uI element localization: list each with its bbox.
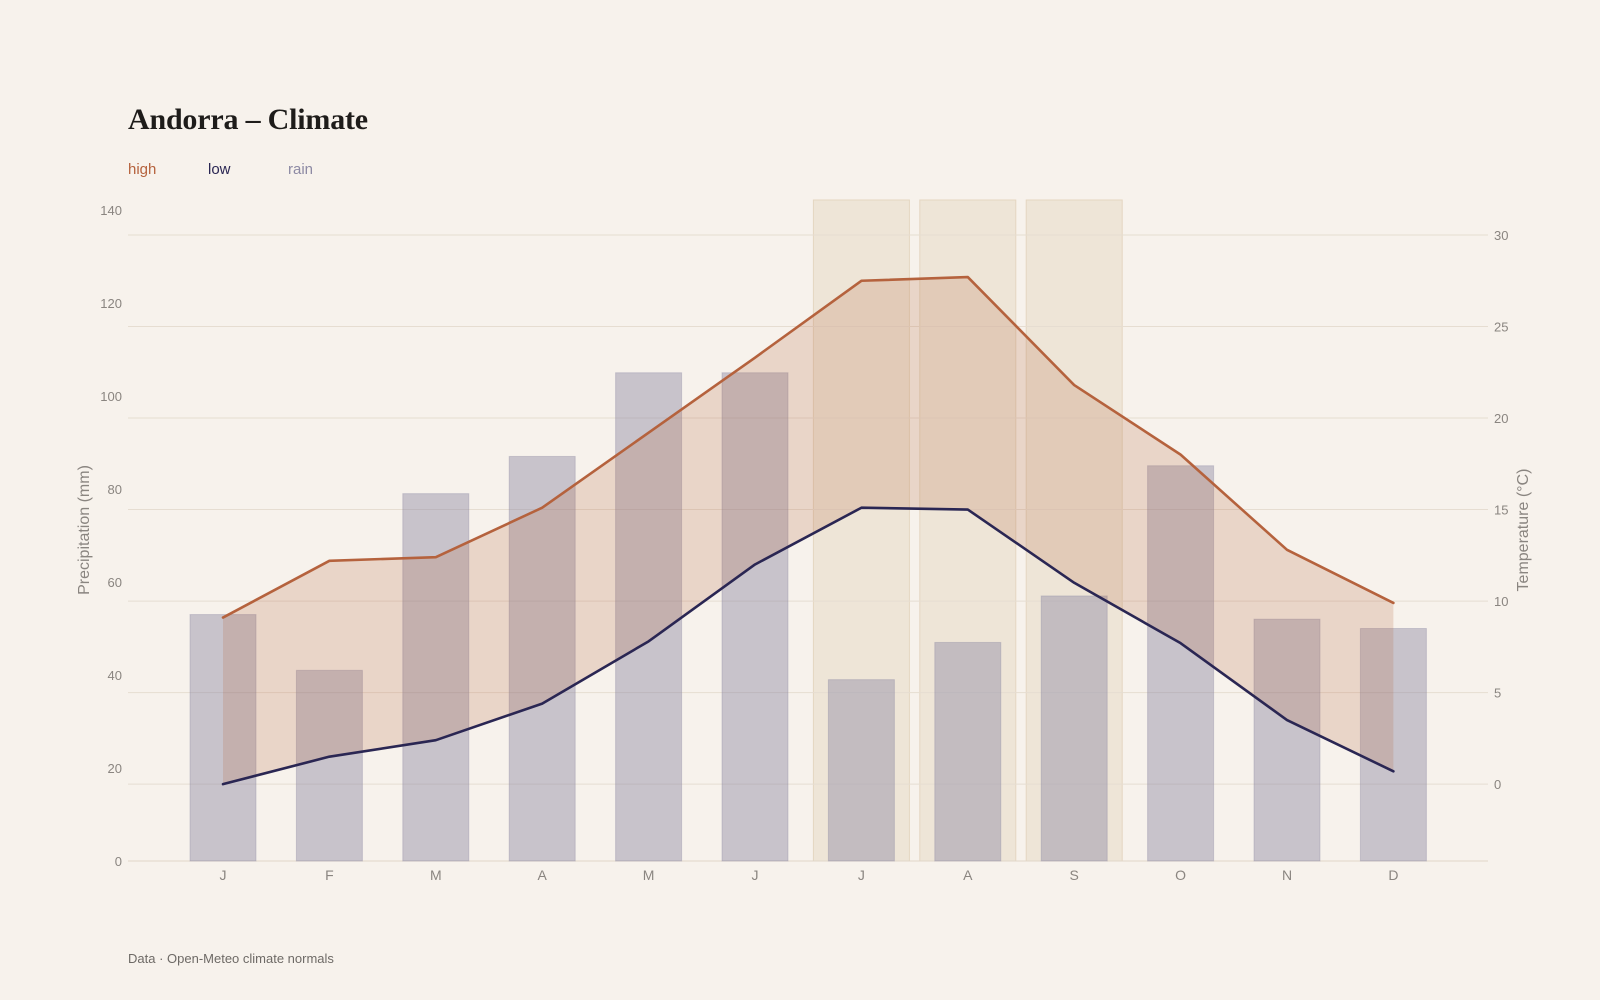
precip-bar-4 bbox=[615, 372, 683, 862]
right-tick-30: 30 bbox=[1494, 228, 1508, 243]
left-tick-100: 100 bbox=[100, 389, 122, 404]
temp-low-line bbox=[221, 506, 1395, 786]
precip-bar-9 bbox=[1147, 465, 1215, 862]
temp-high-line bbox=[221, 275, 1395, 619]
precip-bar-0 bbox=[189, 614, 257, 862]
precip-bar-10 bbox=[1253, 618, 1321, 862]
x-tick-0: J bbox=[220, 867, 227, 883]
legend-item-rain: rain bbox=[288, 161, 314, 178]
highlight-band-6 bbox=[812, 199, 910, 862]
right-axis-title: Temperature (°C) bbox=[1515, 469, 1532, 592]
left-tick-80: 80 bbox=[108, 482, 122, 497]
x-tick-11: D bbox=[1388, 867, 1398, 883]
left-tick-60: 60 bbox=[108, 575, 122, 590]
precipitation-bars bbox=[189, 372, 1427, 862]
x-tick-4: M bbox=[643, 867, 655, 883]
right-tick-25: 25 bbox=[1494, 320, 1508, 335]
left-axis-title: Precipitation (mm) bbox=[76, 465, 93, 595]
precip-bar-3 bbox=[508, 455, 576, 862]
x-tick-6: J bbox=[858, 867, 865, 883]
left-tick-20: 20 bbox=[108, 761, 122, 776]
x-tick-5: J bbox=[752, 867, 759, 883]
precip-bar-8 bbox=[1040, 595, 1108, 862]
x-tick-3: A bbox=[538, 867, 548, 883]
x-tick-9: O bbox=[1175, 867, 1186, 883]
precip-bar-11 bbox=[1359, 628, 1427, 862]
temperature-lines bbox=[221, 275, 1395, 786]
right-tick-0: 0 bbox=[1494, 777, 1501, 792]
summer-highlight-bands bbox=[812, 199, 1123, 862]
highlight-band-8 bbox=[1025, 199, 1123, 862]
x-tick-10: N bbox=[1282, 867, 1292, 883]
x-tick-8: S bbox=[1070, 867, 1079, 883]
grid-lines bbox=[128, 234, 1488, 862]
temp-range-area bbox=[223, 277, 1394, 785]
precip-bar-5 bbox=[721, 372, 789, 862]
right-tick-10: 10 bbox=[1494, 594, 1508, 609]
chart-title: Andorra – Climate bbox=[128, 103, 368, 136]
legend-item-low: low bbox=[208, 161, 231, 178]
precip-bar-6 bbox=[827, 679, 895, 862]
data-source-note: Data · Open-Meteo climate normals bbox=[128, 951, 334, 966]
right-tick-15: 15 bbox=[1494, 503, 1508, 518]
left-tick-0: 0 bbox=[115, 854, 122, 869]
legend-item-high: high bbox=[128, 161, 157, 178]
axes: 0 20 40 60 80 100 120 140 0 5 10 15 20 25 30 J F M A M J J A S O… bbox=[100, 203, 1508, 883]
x-tick-2: M bbox=[430, 867, 442, 883]
right-tick-20: 20 bbox=[1494, 411, 1508, 426]
left-tick-140: 140 bbox=[100, 203, 122, 218]
x-tick-1: F bbox=[325, 867, 334, 883]
right-tick-5: 5 bbox=[1494, 686, 1501, 701]
precip-bar-2 bbox=[402, 493, 470, 862]
x-tick-7: A bbox=[963, 867, 973, 883]
left-tick-120: 120 bbox=[100, 296, 122, 311]
precip-bar-7 bbox=[934, 641, 1002, 862]
left-tick-40: 40 bbox=[108, 668, 122, 683]
temperature-range-band bbox=[223, 277, 1394, 785]
